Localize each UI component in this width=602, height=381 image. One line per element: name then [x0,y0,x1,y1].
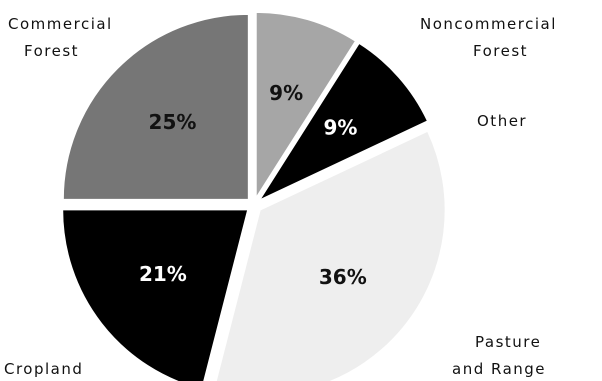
category-label-cropland: Cropland [4,360,83,378]
value-label-pasture-and-range: 36% [319,265,367,289]
value-label-cropland: 21% [139,262,187,286]
value-label-commercial-forest: 25% [149,110,197,134]
pie-slice-other [258,42,429,201]
pie-slice-pasture-and-range [215,130,446,381]
value-label-other: 9% [324,115,358,139]
category-label-noncommercial-forest: Noncommercial Forest [420,15,563,60]
pie-slice-cropland [62,209,249,381]
pie-slices [62,11,446,381]
pie-slice-commercial-forest [62,13,249,200]
pie-slice-noncommercial-forest [255,11,357,200]
pie-value-labels: 9% 9% 36% 21% 25% [139,81,367,289]
value-label-noncommercial-forest: 9% [269,81,303,105]
category-label-pasture-and-range: Pasture and Range [452,333,548,378]
category-label-other: Other [477,112,527,130]
category-label-commercial-forest: Commercial Forest [8,15,119,60]
